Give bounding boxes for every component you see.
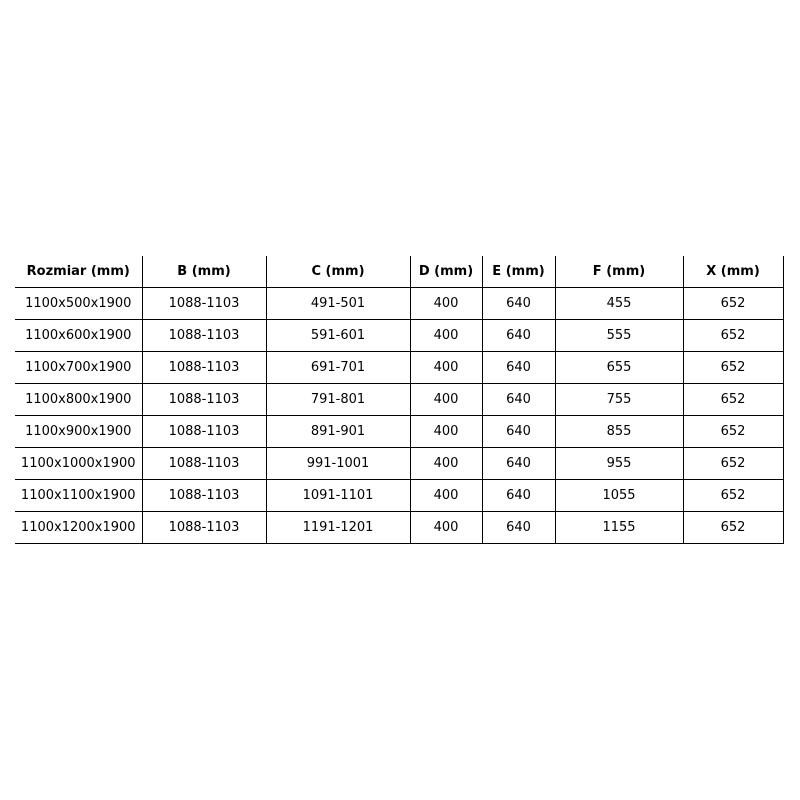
table-cell: 1191-1201 <box>265 511 410 544</box>
table-cell: 1100x800x1900 <box>15 383 142 416</box>
table-cell: 955 <box>554 447 683 480</box>
table-row: 1100x1000x1900 1088-1103 991-1001 400 640 955… <box>15 447 784 480</box>
table-cell: 652 <box>682 447 784 480</box>
table-row: 1100x700x1900 1088-1103 691-701 400 640 655 65… <box>15 351 784 384</box>
table-cell: 640 <box>481 351 555 384</box>
table-cell: 1100x500x1900 <box>15 287 142 320</box>
table-cell: 640 <box>481 479 555 512</box>
table-cell: 1055 <box>554 479 683 512</box>
table-cell: 1088-1103 <box>141 383 266 416</box>
table-cell: 491-501 <box>265 287 410 320</box>
table-cell: 655 <box>554 351 683 384</box>
table-cell: 1088-1103 <box>141 415 266 448</box>
table-cell: 891-901 <box>265 415 410 448</box>
table-row: 1100x1100x1900 1088-1103 1091-1101 400 640 10… <box>15 479 784 512</box>
column-header: C (mm) <box>265 256 410 288</box>
table-cell: 1100x700x1900 <box>15 351 142 384</box>
dimensions-table: Rozmiar (mm) B (mm) C (mm) D (mm) E (mm) F (m… <box>15 256 784 544</box>
table-cell: 1088-1103 <box>141 351 266 384</box>
table-cell: 1100x1100x1900 <box>15 479 142 512</box>
table-row: 1100x900x1900 1088-1103 891-901 400 640 855 65… <box>15 415 784 448</box>
table-cell: 640 <box>481 319 555 352</box>
table-cell: 400 <box>409 415 482 448</box>
table-cell: 640 <box>481 383 555 416</box>
table-row: 1100x500x1900 1088-1103 491-501 400 640 455 65… <box>15 287 784 320</box>
table-cell: 640 <box>481 415 555 448</box>
table-row: 1100x1200x1900 1088-1103 1191-1201 400 640 11… <box>15 511 784 544</box>
table-cell: 652 <box>682 415 784 448</box>
table-cell: 652 <box>682 383 784 416</box>
column-header: E (mm) <box>481 256 555 288</box>
table-cell: 652 <box>682 511 784 544</box>
table-cell: 1100x600x1900 <box>15 319 142 352</box>
table-cell: 640 <box>481 511 555 544</box>
table-cell: 640 <box>481 447 555 480</box>
table-cell: 400 <box>409 383 482 416</box>
table-cell: 400 <box>409 287 482 320</box>
table-cell: 400 <box>409 479 482 512</box>
table-cell: 400 <box>409 447 482 480</box>
table-cell: 755 <box>554 383 683 416</box>
table-cell: 652 <box>682 479 784 512</box>
column-header: X (mm) <box>682 256 784 288</box>
table-cell: 691-701 <box>265 351 410 384</box>
column-header: Rozmiar (mm) <box>15 256 142 288</box>
table-cell: 591-601 <box>265 319 410 352</box>
table-cell: 991-1001 <box>265 447 410 480</box>
table-cell: 455 <box>554 287 683 320</box>
table-cell: 1088-1103 <box>141 479 266 512</box>
column-header: B (mm) <box>141 256 266 288</box>
table-cell: 400 <box>409 351 482 384</box>
table-cell: 1088-1103 <box>141 319 266 352</box>
table-cell: 640 <box>481 287 555 320</box>
table-cell: 1100x1000x1900 <box>15 447 142 480</box>
table-cell: 1100x1200x1900 <box>15 511 142 544</box>
table-cell: 1088-1103 <box>141 287 266 320</box>
column-header: F (mm) <box>554 256 683 288</box>
table-cell: 1100x900x1900 <box>15 415 142 448</box>
table-cell: 791-801 <box>265 383 410 416</box>
table-cell: 555 <box>554 319 683 352</box>
table-row: 1100x800x1900 1088-1103 791-801 400 640 755 65… <box>15 383 784 416</box>
column-header: D (mm) <box>409 256 482 288</box>
table-cell: 1155 <box>554 511 683 544</box>
table-cell: 400 <box>409 319 482 352</box>
table-cell: 1088-1103 <box>141 447 266 480</box>
table-cell: 855 <box>554 415 683 448</box>
table-cell: 1088-1103 <box>141 511 266 544</box>
table-cell: 652 <box>682 319 784 352</box>
table-row: 1100x600x1900 1088-1103 591-601 400 640 555 65… <box>15 319 784 352</box>
table-cell: 652 <box>682 351 784 384</box>
header-row: Rozmiar (mm) B (mm) C (mm) D (mm) E (mm) F (m… <box>15 256 784 288</box>
table-cell: 400 <box>409 511 482 544</box>
table-cell: 652 <box>682 287 784 320</box>
table-cell: 1091-1101 <box>265 479 410 512</box>
